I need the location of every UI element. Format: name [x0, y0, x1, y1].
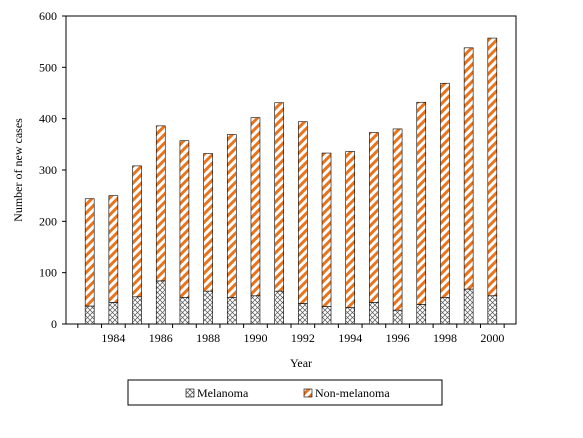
y-tick-label-500: 500	[39, 60, 57, 74]
legend-label-melanoma: Melanoma	[197, 386, 249, 400]
y-tick-label-200: 200	[39, 214, 57, 228]
x-axis-ticks: 1984 1986 1988 1990 1992 1994 1996 1998 2000	[77, 324, 505, 345]
bar-non-melanoma-1991	[274, 102, 284, 292]
y-tick-label-600: 600	[39, 9, 57, 23]
bars-group	[84, 37, 498, 325]
bar-non-melanoma-2000	[487, 37, 498, 297]
bar-non-melanoma-1986	[155, 125, 166, 282]
bar-non-melanoma-1989	[226, 134, 237, 298]
y-tick-label-300: 300	[39, 163, 57, 177]
x-tick-label-1988: 1988	[196, 331, 220, 345]
legend-label-non-melanoma: Non-melanoma	[315, 386, 390, 400]
bar-non-melanoma-1985	[132, 165, 142, 298]
bar-melanoma-1996	[392, 309, 403, 325]
y-tick-label-0: 0	[51, 317, 57, 331]
bar-non-melanoma-1987	[179, 140, 190, 298]
y-tick-label-100: 100	[39, 266, 57, 280]
bar-non-melanoma-1984	[108, 195, 119, 303]
y-axis-ticks: 0 100 200 300 400 500 600	[39, 9, 66, 331]
x-tick-label-1994: 1994	[338, 331, 362, 345]
bar-non-melanoma-1995	[369, 132, 379, 303]
y-tick-label-400: 400	[39, 112, 57, 126]
legend-frame	[127, 379, 443, 406]
bar-melanoma-2000	[487, 295, 498, 325]
bar-non-melanoma-1990	[250, 117, 261, 297]
y-axis-title: Number of new cases	[11, 118, 25, 222]
bar-non-melanoma-1999	[463, 47, 474, 290]
bar-melanoma-1988	[203, 290, 213, 325]
bar-melanoma-1994	[345, 307, 356, 325]
x-tick-label-1986: 1986	[149, 331, 173, 345]
bar-melanoma-1993	[321, 306, 332, 325]
bar-melanoma-1985	[132, 296, 142, 325]
legend-swatch-non-melanoma	[303, 388, 313, 398]
x-tick-label-1984: 1984	[101, 331, 125, 345]
x-axis-title: Year	[290, 356, 312, 370]
x-tick-label-1996: 1996	[386, 331, 410, 345]
bar-non-melanoma-1988	[203, 153, 213, 292]
bar-melanoma-1986	[155, 280, 166, 325]
plot-area: 0 100 200 300 400 500 600 1984 1986 1988 1990 1992…	[39, 9, 517, 345]
bar-melanoma-1990	[250, 295, 261, 325]
legend-swatch-melanoma	[185, 388, 195, 398]
bar-melanoma-1998	[440, 297, 450, 325]
bar-non-melanoma-1994	[345, 151, 356, 308]
bar-non-melanoma-1983	[84, 198, 95, 307]
bar-non-melanoma-1992	[298, 121, 308, 304]
bar-non-melanoma-1996	[392, 128, 403, 311]
x-tick-label-2000: 2000	[480, 331, 504, 345]
bar-non-melanoma-1997	[416, 101, 427, 305]
bar-melanoma-1991	[274, 290, 284, 325]
bar-melanoma-1999	[463, 288, 474, 325]
bar-melanoma-1983	[84, 305, 95, 325]
bar-melanoma-1984	[108, 302, 119, 325]
legend: Melanoma Non-melanoma	[127, 379, 443, 406]
bar-non-melanoma-1998	[440, 82, 450, 298]
bar-non-melanoma-1993	[321, 152, 332, 307]
bar-melanoma-1997	[416, 304, 427, 325]
bar-melanoma-1992	[298, 303, 308, 325]
x-tick-label-1998: 1998	[433, 331, 457, 345]
bar-melanoma-1995	[369, 302, 379, 325]
x-tick-label-1990: 1990	[243, 331, 267, 345]
bar-melanoma-1987	[179, 297, 190, 325]
bar-melanoma-1989	[226, 297, 237, 325]
x-tick-label-1992: 1992	[291, 331, 315, 345]
